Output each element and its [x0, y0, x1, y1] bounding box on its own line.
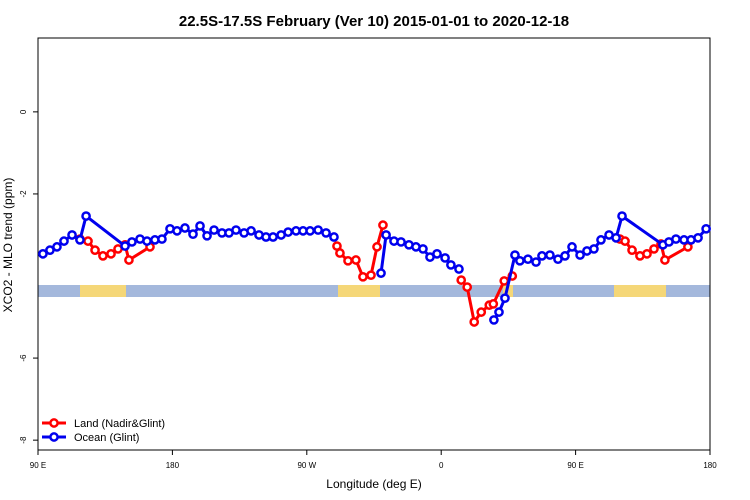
data-point — [202, 230, 212, 241]
data-point — [313, 225, 323, 235]
data-point — [489, 315, 499, 325]
data-point — [75, 235, 85, 245]
legend: Land (Nadir&Glint) Ocean (Glint) — [42, 418, 165, 444]
data-point — [499, 276, 510, 286]
plot-frame — [37, 37, 711, 451]
data-point — [488, 299, 499, 309]
data-point — [358, 271, 368, 282]
data-point — [456, 275, 467, 285]
data-point — [620, 236, 630, 246]
data-point — [124, 255, 134, 265]
data-point — [106, 248, 116, 259]
surface-strip — [38, 285, 710, 297]
data-point — [378, 220, 388, 230]
data-point — [231, 225, 241, 235]
data-point — [611, 232, 621, 243]
data-point — [246, 226, 256, 236]
y-tick-label: -8 — [19, 436, 28, 444]
x-tick-label: 180 — [166, 461, 180, 470]
data-point — [376, 268, 386, 278]
y-tick-label: -6 — [19, 354, 28, 362]
y-axis-label: XCO2 - MLO trend (ppm) — [1, 178, 15, 313]
y-tick-label: -2 — [19, 190, 28, 198]
data-point — [440, 253, 450, 263]
data-point — [462, 282, 473, 292]
x-axis-label: Longitude (deg E) — [326, 477, 421, 491]
data-point — [98, 251, 108, 261]
data-point — [120, 241, 130, 251]
data-point — [142, 236, 152, 246]
data-point — [372, 242, 382, 252]
data-point — [454, 264, 464, 274]
data-point — [627, 245, 637, 256]
data-point — [446, 260, 456, 270]
data-point — [660, 255, 670, 265]
data-point — [476, 307, 487, 317]
data-point — [642, 248, 652, 259]
x-tick-label: 90 E — [30, 461, 46, 470]
legend-label: Land (Nadir&Glint) — [74, 418, 165, 430]
data-point — [343, 255, 353, 266]
data-point — [671, 234, 681, 244]
data-point — [418, 244, 428, 254]
data-point — [575, 250, 585, 260]
data-point — [172, 226, 182, 236]
x-tick-label: 90 W — [297, 461, 316, 470]
data-point — [515, 255, 525, 266]
x-tick-label: 90 E — [567, 461, 583, 470]
x-tick-label: 180 — [703, 461, 717, 470]
data-point — [268, 232, 278, 242]
data-point — [396, 237, 406, 247]
land-strip — [614, 285, 666, 297]
data-point — [469, 317, 480, 327]
data-point — [83, 236, 93, 246]
data-point — [67, 230, 77, 240]
data-point — [157, 234, 167, 244]
y-tick-label: 0 — [19, 109, 28, 114]
data-point — [305, 226, 315, 236]
data-point — [589, 244, 599, 254]
data-point — [38, 248, 48, 259]
data-point — [617, 211, 627, 221]
data-point — [567, 242, 577, 252]
data-point — [188, 229, 198, 240]
data-point — [81, 211, 91, 221]
data-point — [283, 227, 293, 237]
data-point — [52, 242, 62, 252]
land-strip — [80, 285, 126, 297]
legend-marker — [49, 418, 59, 428]
data-point — [523, 254, 533, 265]
data-point — [59, 236, 69, 246]
data-point — [701, 223, 711, 234]
data-point — [321, 228, 331, 238]
data-point — [596, 235, 606, 245]
data-point — [209, 225, 219, 235]
data-point — [531, 257, 541, 267]
land-strip — [338, 285, 380, 297]
data-point — [510, 250, 520, 260]
data-point — [180, 223, 190, 233]
legend-marker — [49, 432, 59, 442]
data-point — [537, 251, 547, 261]
data-point — [693, 232, 703, 243]
data-point — [432, 248, 442, 259]
chart-title: 22.5S-17.5S February (Ver 10) 2015-01-01… — [179, 13, 569, 30]
data-point — [335, 248, 345, 258]
data-point — [127, 237, 137, 247]
data-point — [545, 250, 555, 260]
data-point — [351, 255, 361, 265]
data-point — [366, 270, 376, 281]
data-point — [329, 232, 339, 242]
data-point — [195, 221, 205, 231]
data-point — [494, 307, 504, 317]
data-point — [381, 230, 391, 240]
x-tick-label: 0 — [439, 461, 444, 470]
data-point — [649, 244, 659, 254]
data-point — [560, 251, 570, 261]
data-point — [500, 293, 510, 304]
data-point — [90, 245, 100, 256]
legend-label: Ocean (Glint) — [74, 432, 139, 444]
